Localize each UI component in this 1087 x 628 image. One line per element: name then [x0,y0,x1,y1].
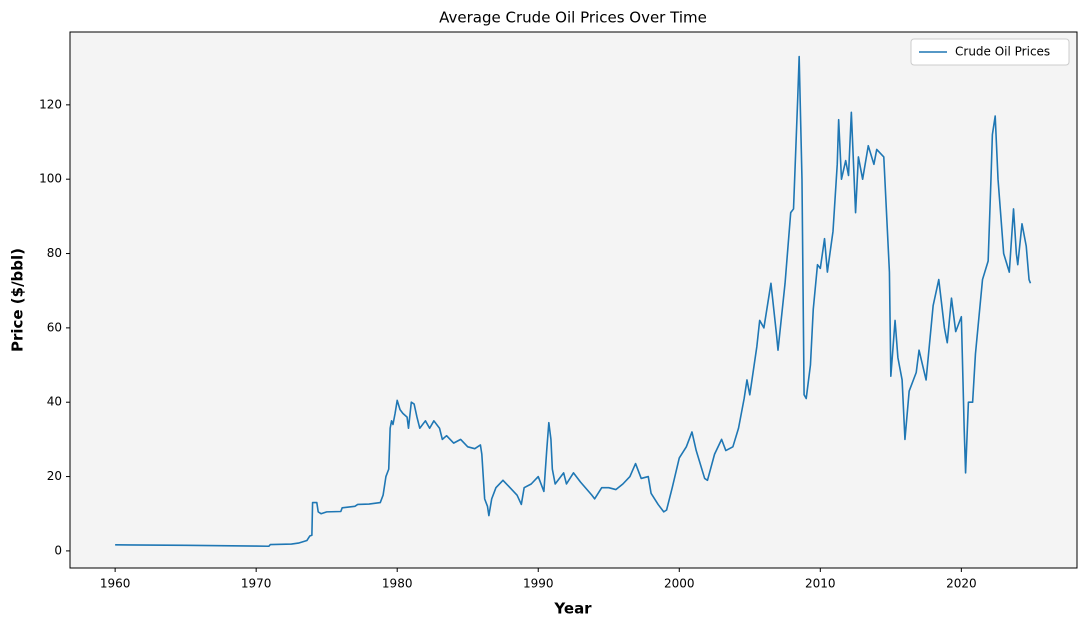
x-tick-label: 1960 [100,577,131,591]
y-tick-label: 100 [39,172,62,186]
y-tick-label: 120 [39,97,62,111]
legend-label: Crude Oil Prices [955,45,1050,59]
plot-area [69,31,1078,569]
y-tick-label: 0 [54,543,62,557]
x-tick-label: 2010 [805,577,836,591]
line [115,55,1032,548]
chart-title: Average Crude Oil Prices Over Time [439,9,707,27]
y-tick-label: 20 [47,469,62,483]
y-tick-label: 40 [47,395,62,409]
x-tick-label: 1970 [241,577,272,591]
x-axis-title: Year [553,600,592,618]
x-tick-label: 1990 [523,577,554,591]
x-tick-label: 1980 [382,577,413,591]
x-tick-label: 2020 [946,577,977,591]
legend-box [910,38,1070,66]
y-tick-label: 60 [47,320,62,334]
y-axis-title: Price ($/bbl) [9,248,27,352]
x-tick-label: 2000 [664,577,695,591]
y-tick-label: 80 [47,246,62,260]
